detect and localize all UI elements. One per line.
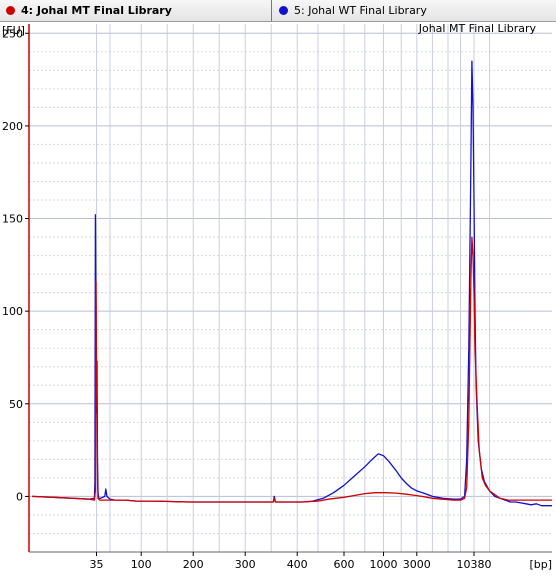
y-tick-label: 250 — [2, 27, 23, 40]
tab-sample-4[interactable]: 4: Johal MT Final Library — [0, 0, 272, 21]
sample-tab-bar: 4: Johal MT Final Library 5: Johal WT Fi… — [0, 0, 556, 22]
x-tick-label: 600 — [334, 558, 355, 571]
x-tick-label: 3000 — [403, 558, 431, 571]
x-tick-label: 400 — [287, 558, 308, 571]
x-tick-label: 300 — [235, 558, 256, 571]
y-tick-label: 200 — [2, 120, 23, 133]
x-axis-unit: [bp] — [529, 558, 552, 571]
tab-sample-5-label: 5: Johal WT Final Library — [294, 4, 427, 17]
y-tick-label: 50 — [9, 398, 23, 411]
x-tick-label: 100 — [131, 558, 152, 571]
tab-sample-5[interactable]: 5: Johal WT Final Library — [273, 0, 556, 21]
x-tick-label: 35 — [89, 558, 103, 571]
y-tick-label: 150 — [2, 213, 23, 226]
plot-area — [29, 24, 552, 552]
electropherogram-chart: 0 50 100 150 200 250 35 100 200 300 400 600 1000 3000… — [2, 22, 552, 571]
series-line-mt — [31, 236, 552, 503]
y-tick-label: 0 — [16, 490, 23, 503]
red-dot-icon — [6, 6, 15, 15]
tab-sample-4-label: 4: Johal MT Final Library — [21, 4, 172, 17]
x-tick-label: 10380 — [457, 558, 492, 571]
x-tick-label: 1000 — [370, 558, 398, 571]
y-tick-label: 100 — [2, 305, 23, 318]
y-axis-unit: [FU] — [2, 24, 25, 37]
chart-title: Johal MT Final Library — [418, 22, 537, 35]
blue-dot-icon — [279, 6, 288, 15]
x-tick-label: 200 — [183, 558, 204, 571]
